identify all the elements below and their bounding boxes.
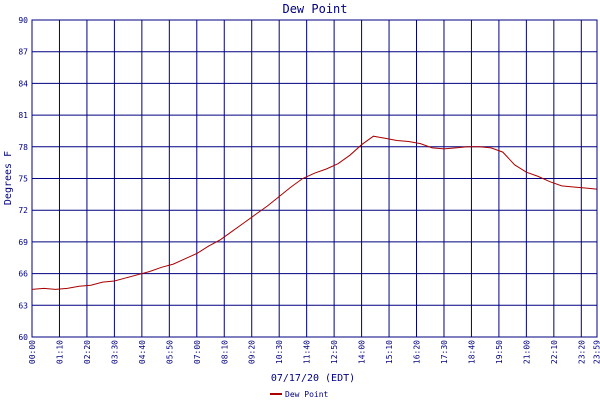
- dew-point-series-line: [31, 135, 597, 290]
- y-tick-label: 84: [18, 79, 28, 88]
- x-tick-label: 00:00: [28, 340, 37, 364]
- x-axis-label: 07/17/20 (EDT): [271, 373, 355, 384]
- grid-lines: [32, 19, 597, 338]
- y-axis-label: Degrees F: [3, 151, 14, 205]
- x-tick-label: 04:40: [138, 340, 147, 364]
- x-tick-label: 11:40: [303, 340, 312, 364]
- x-tick-label: 23:59: [593, 340, 600, 364]
- x-tick-label: 01:10: [55, 340, 64, 364]
- plot-frame: [31, 19, 598, 338]
- legend-label: Dew Point: [285, 390, 329, 399]
- x-tick-label: 18:40: [467, 340, 476, 364]
- x-tick-label: 17:30: [440, 340, 449, 364]
- y-tick-label: 87: [18, 48, 28, 57]
- y-tick-label: 69: [18, 238, 28, 247]
- y-tick-label: 60: [18, 333, 28, 342]
- x-tick-label: 16:20: [413, 340, 422, 364]
- y-tick-label: 72: [18, 206, 28, 215]
- y-tick-label: 75: [18, 175, 28, 184]
- x-tick-label: 02:20: [83, 340, 92, 364]
- x-tick-label: 09:20: [248, 340, 257, 364]
- y-tick-label: 81: [18, 111, 28, 120]
- y-tick-label: 66: [18, 270, 28, 279]
- y-tick-labels: 60 63 66 69 72 75 78 81 84 87 90: [18, 16, 28, 342]
- y-tick-label: 63: [18, 301, 28, 310]
- x-tick-label: 15:10: [385, 340, 394, 364]
- x-tick-label: 22:10: [550, 340, 559, 364]
- x-tick-label: 08:10: [220, 340, 229, 364]
- x-tick-label: 23:20: [577, 340, 586, 364]
- x-tick-label: 07:00: [193, 340, 202, 364]
- x-tick-label: 14:00: [358, 340, 367, 364]
- chart-title: Dew Point: [282, 2, 347, 16]
- y-tick-label: 90: [18, 16, 28, 25]
- x-tick-label: 05:50: [165, 340, 174, 364]
- legend: Dew Point: [270, 390, 329, 399]
- x-tick-label: 12:50: [330, 340, 339, 364]
- x-tick-label: 10:30: [275, 340, 284, 364]
- x-tick-label: 21:00: [522, 340, 531, 364]
- y-tick-label: 78: [18, 143, 28, 152]
- x-tick-labels: 00:00 01:10 02:20 03:30 04:40 05:50 07:00 08:10…: [28, 340, 600, 364]
- x-tick-label: 19:50: [495, 340, 504, 364]
- x-tick-label: 03:30: [110, 340, 119, 364]
